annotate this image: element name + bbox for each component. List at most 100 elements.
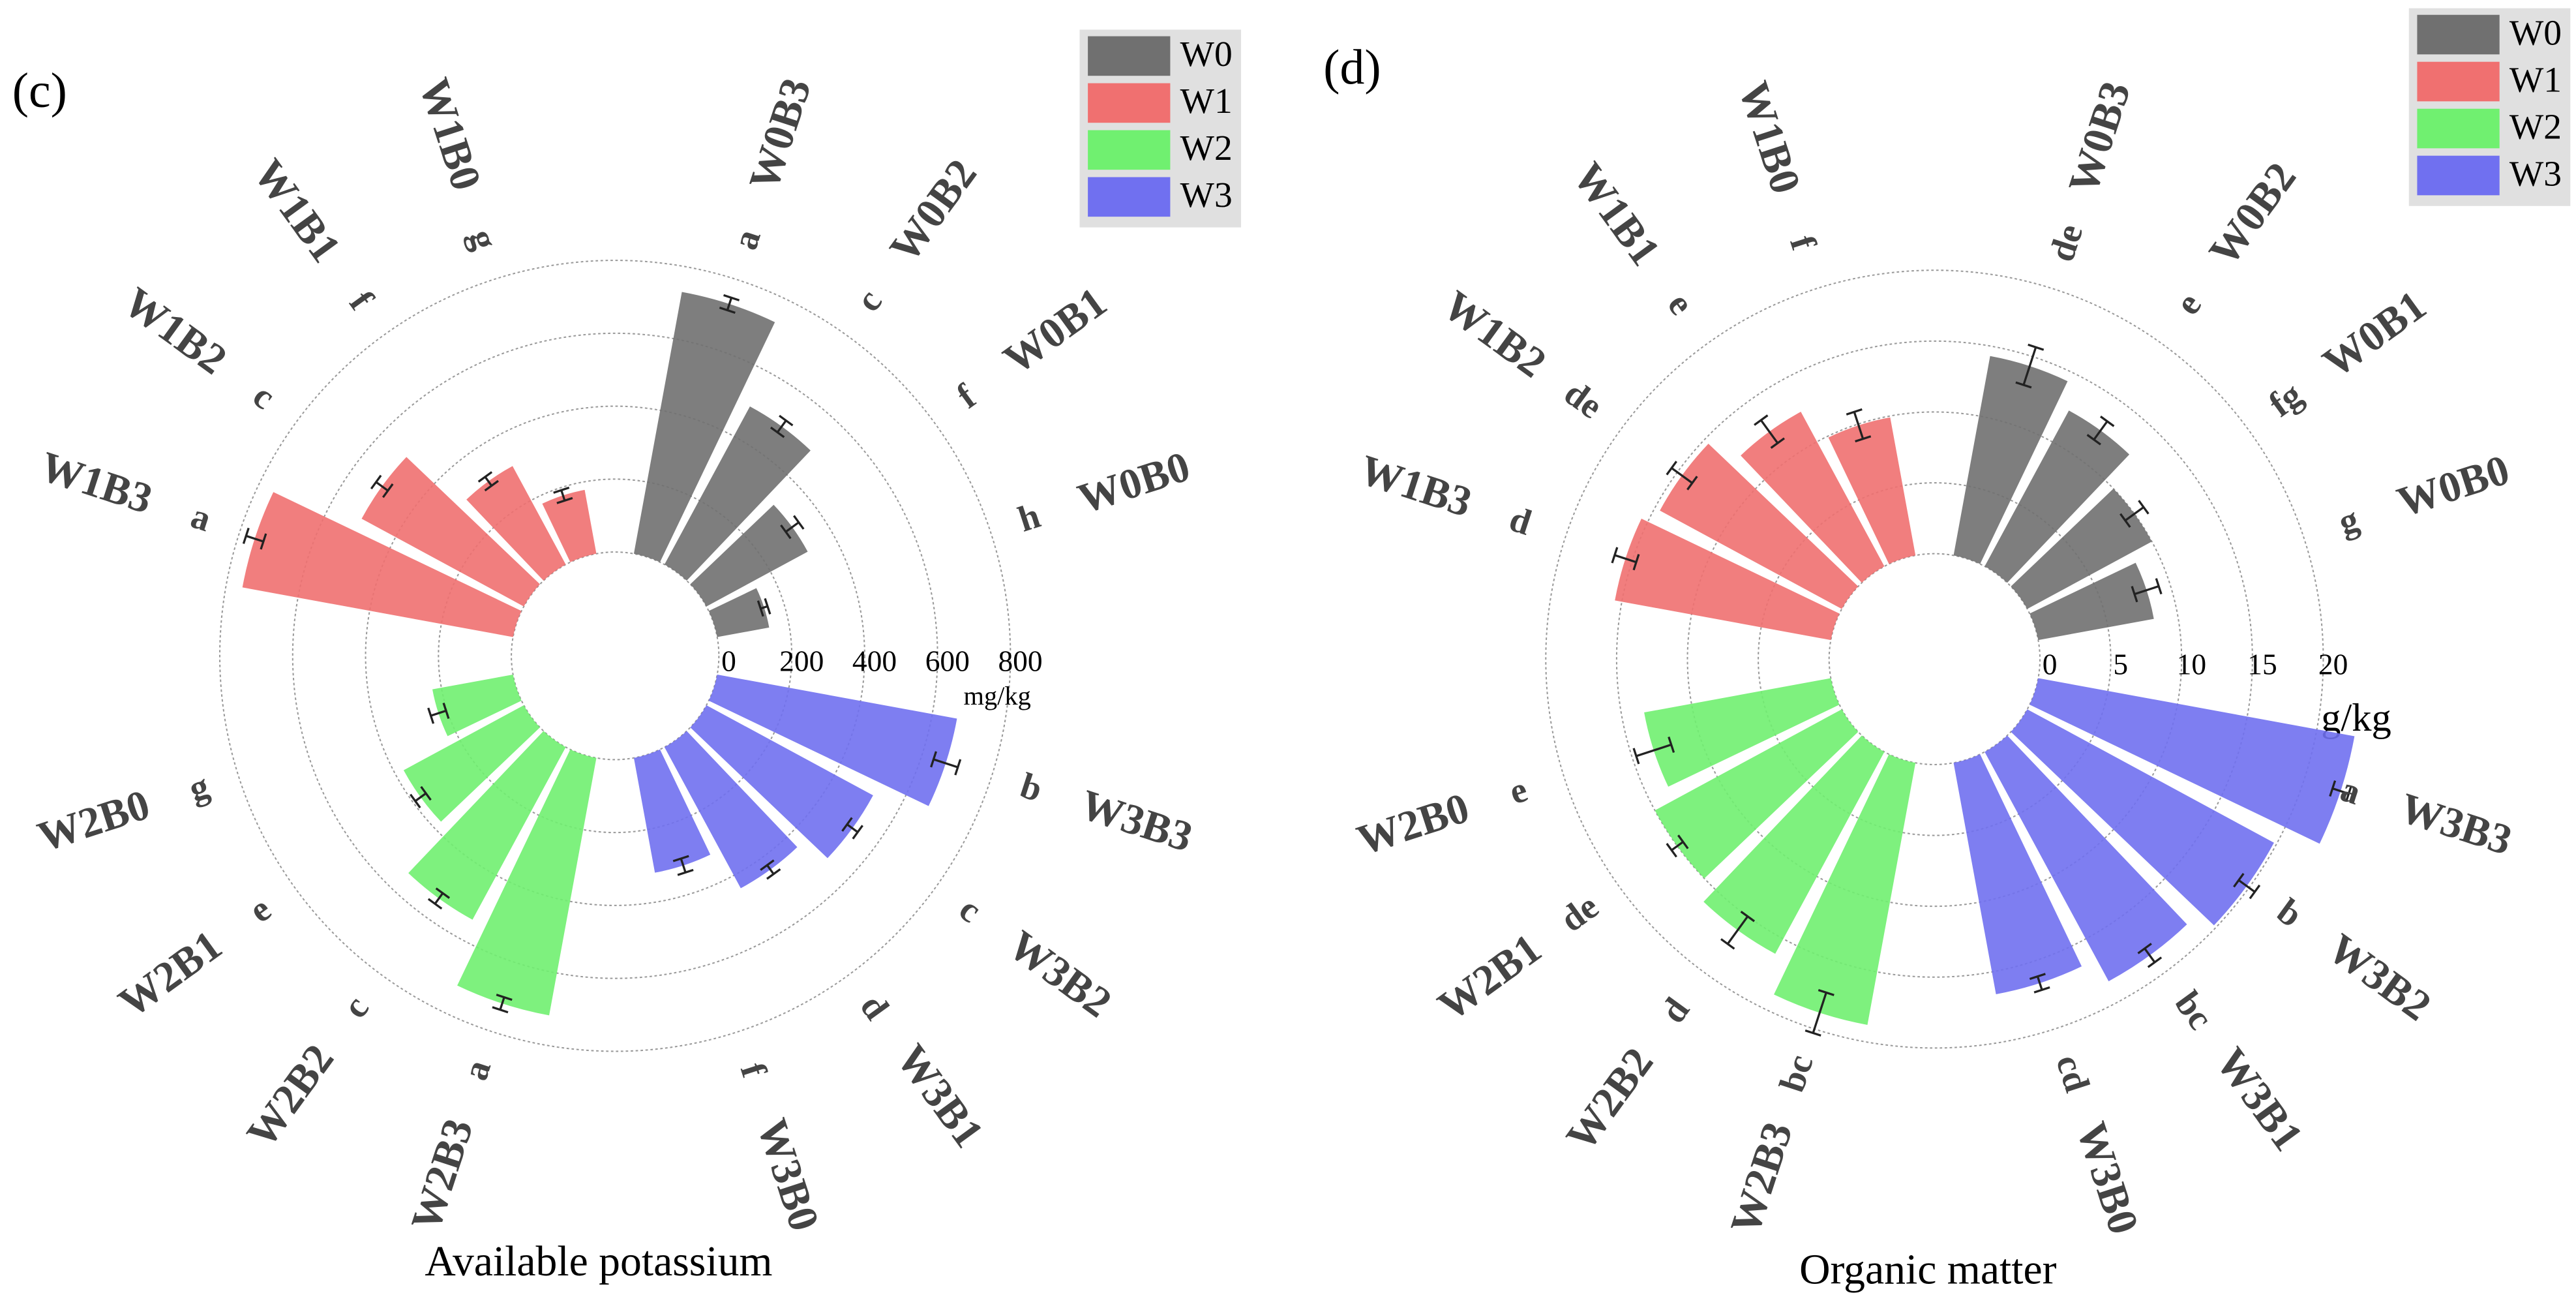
bar [1615, 518, 1840, 641]
error-bar [1805, 988, 1835, 1037]
category-label: W2B1 [110, 921, 231, 1027]
error-bar [2233, 873, 2261, 900]
legend-swatch [2417, 108, 2500, 149]
category-label: W2B3 [1721, 1116, 1802, 1240]
significance-letter: h [1013, 495, 1045, 540]
error-bar [770, 414, 794, 438]
bar [664, 731, 798, 889]
legend-label: W0 [1180, 34, 1233, 74]
significance-letter: b [1015, 765, 1047, 810]
bar [361, 457, 540, 607]
panel-label: (c) [12, 63, 67, 118]
significance-letter: a [186, 496, 216, 540]
legend-swatch [1088, 130, 1171, 170]
bar [2011, 489, 2152, 609]
bar [2029, 678, 2355, 844]
bar [1984, 410, 2130, 583]
grid-circle [365, 405, 865, 906]
r-tick-label: 10 [2177, 647, 2206, 680]
category-label: W3B1 [2206, 1039, 2312, 1160]
chart-title: Organic matter [1799, 1246, 2057, 1294]
significance-letter: e [241, 889, 278, 931]
category-label: W1B2 [115, 278, 235, 384]
error-bar [370, 474, 394, 498]
bar [1828, 417, 1916, 564]
legend-label: W3 [2509, 153, 2562, 194]
bar [708, 674, 957, 806]
bar [690, 705, 873, 859]
category-label: W1B0 [1730, 76, 1810, 199]
category-label: W0B0 [1072, 442, 1195, 523]
error-bar [2131, 578, 2163, 603]
category-label: W0B2 [2200, 154, 2305, 275]
grid-circle [292, 332, 938, 979]
legend-label: W0 [2509, 12, 2562, 53]
significance-letter: f [342, 284, 382, 318]
significance-letter: bc [2167, 984, 2221, 1037]
grid-circle [1615, 340, 2253, 978]
grid-circle [511, 551, 720, 761]
legend-label: W1 [2509, 59, 2562, 100]
significance-letter: g [462, 224, 506, 254]
error-bar [719, 294, 740, 314]
bar [633, 749, 711, 873]
bar [1741, 412, 1885, 583]
r-tick-label: 15 [2247, 647, 2277, 680]
category-label: W2B2 [1557, 1039, 1662, 1160]
category-label: W1B1 [1564, 154, 1670, 275]
category-label: W2B2 [237, 1036, 343, 1157]
r-tick-label: 0 [721, 644, 736, 677]
category-label: W0B3 [2059, 76, 2140, 199]
significance-letter: b [2269, 891, 2309, 935]
bar [1703, 735, 1885, 954]
significance-letter: e [1660, 286, 1702, 322]
error-bar [492, 994, 513, 1014]
bar [664, 406, 811, 581]
error-bar [760, 859, 781, 880]
bar [690, 504, 808, 607]
error-bar [427, 702, 450, 724]
bar [242, 492, 522, 637]
category-label: W3B3 [1075, 781, 1198, 862]
error-bar [841, 817, 863, 840]
error-bar [1632, 736, 1675, 765]
legend-label: W2 [2509, 106, 2562, 147]
category-label: W2B3 [402, 1113, 483, 1236]
bar [1774, 754, 1916, 1025]
significance-letter: g [2334, 499, 2364, 543]
significance-letter: bc [1771, 1050, 1821, 1097]
error-bar [780, 515, 805, 540]
bar [457, 749, 597, 1016]
significance-letter: a [725, 224, 769, 254]
significance-letter: a [455, 1055, 500, 1085]
error-bar [2329, 780, 2352, 802]
error-bar [2137, 943, 2163, 968]
significance-letter: d [852, 987, 897, 1028]
error-bar [1846, 408, 1872, 443]
error-bar [477, 471, 499, 492]
error-bar [2086, 416, 2115, 446]
significance-letter: f [732, 1058, 775, 1083]
error-bar [1666, 461, 1698, 491]
category-label: W3B0 [2067, 1116, 2148, 1240]
grid-circle [219, 260, 1011, 1052]
category-label: W0B0 [2391, 446, 2515, 526]
error-bar [427, 887, 451, 910]
bar [542, 489, 597, 562]
r-tick-label: 200 [779, 644, 824, 677]
bar [633, 292, 775, 562]
legend-label: W1 [1180, 81, 1233, 121]
error-bar [2119, 500, 2149, 528]
category-label: W0B2 [880, 151, 986, 271]
r-tick-label: 600 [925, 644, 970, 677]
bar [2029, 562, 2154, 641]
bar [1644, 678, 1840, 787]
r-tick-label: 400 [852, 644, 897, 677]
significance-letter: d [1653, 990, 1698, 1031]
significance-letter: de [2041, 219, 2091, 266]
legend-swatch [1088, 36, 1171, 76]
panel-label: (d) [1323, 40, 1381, 95]
category-label: W1B0 [410, 72, 490, 196]
error-bar [1754, 414, 1785, 449]
